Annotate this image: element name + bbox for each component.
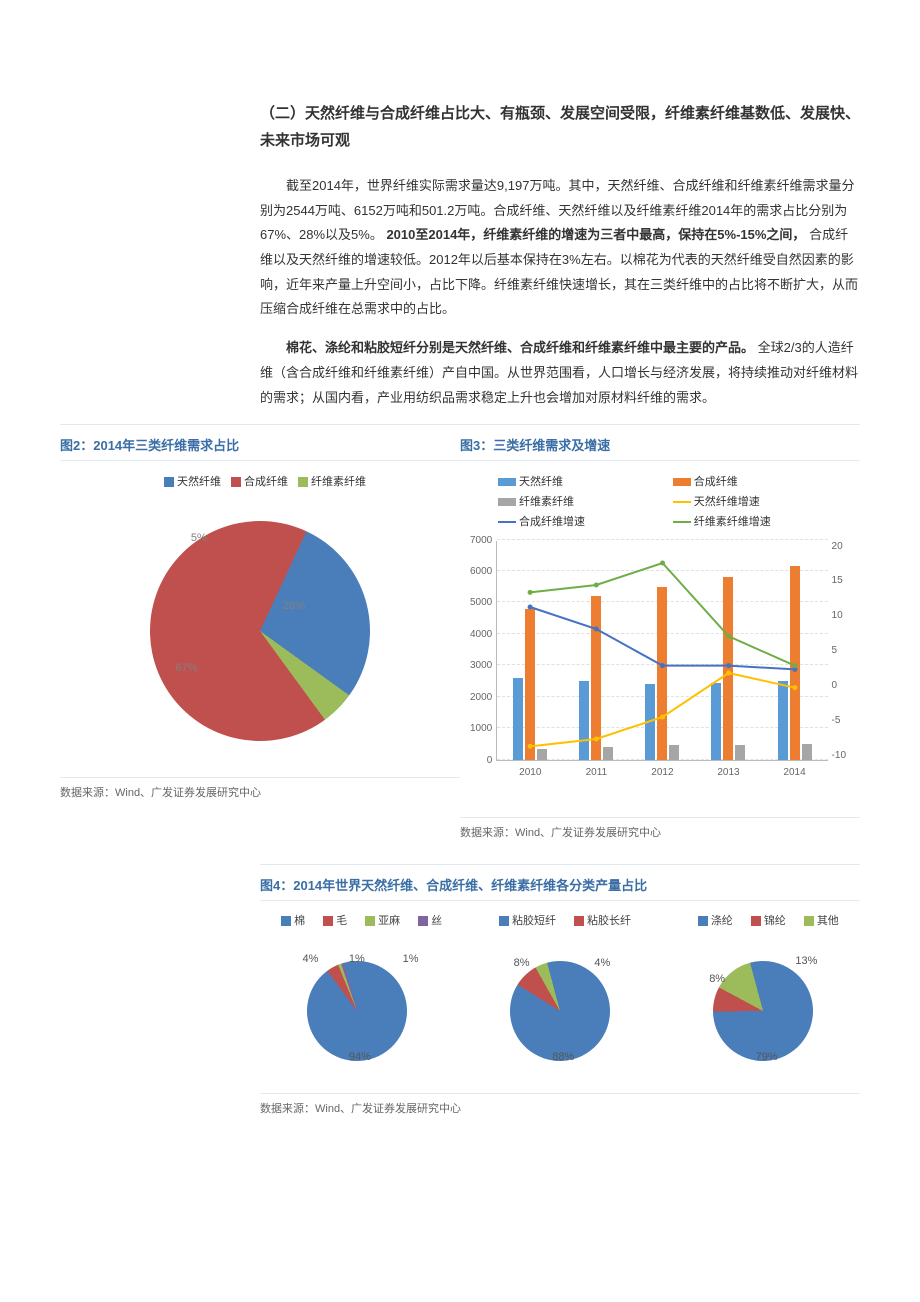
chart2-label-2: 5% (191, 532, 207, 544)
chart4-pie-label: 4% (303, 953, 319, 965)
chart4-pie-label: 88% (552, 1051, 574, 1063)
chart3-source: 数据来源：Wind、广发证券发展研究中心 (460, 817, 860, 840)
chart2-legend: 天然纤维合成纤维纤维素纤维 (68, 473, 452, 493)
chart2-label-1: 67% (176, 662, 198, 674)
chart3-yaxis-right: 20151050-5-10 (828, 541, 846, 761)
chart2-pie-wrap: 28% 67% 5% (68, 501, 452, 761)
chart3-legend-item: 合成纤维 (663, 473, 838, 493)
paragraph-2: 棉花、涤纶和粘胶短纤分别是天然纤维、合成纤维和纤维素纤维中最主要的产品。 全球2… (260, 336, 860, 410)
chart4-title: 图4：2014年世界天然纤维、合成纤维、纤维素纤维各分类产量占比 (260, 871, 860, 901)
chart4-pie-label: 1% (349, 953, 365, 965)
chart4-legend: 粘胶短纤粘胶长纤 (463, 913, 656, 947)
chart2-legend-item: 天然纤维 (154, 476, 221, 488)
chart4-pie-label: 4% (594, 957, 610, 969)
chart4-legend: 涤纶锦纶其他 (667, 913, 860, 947)
chart3-column: 图3：三类纤维需求及增速 天然纤维合成纤维纤维素纤维天然纤维增速合成纤维增速纤维… (460, 425, 860, 839)
chart3-legend: 天然纤维合成纤维纤维素纤维天然纤维增速合成纤维增速纤维素纤维增速 (468, 473, 852, 532)
chart2-pie (150, 521, 370, 741)
chart3-title: 图3：三类纤维需求及增速 (460, 431, 860, 461)
chart2-body: 天然纤维合成纤维纤维素纤维 28% 67% 5% (60, 461, 460, 771)
paragraph-1: 截至2014年，世界纤维实际需求量达9,197万吨。其中，天然纤维、合成纤维和纤… (260, 174, 860, 322)
chart4-block: 图4：2014年世界天然纤维、合成纤维、纤维素纤维各分类产量占比 棉毛亚麻丝 94… (260, 864, 860, 1116)
para2-part-a-bold: 棉花、涤纶和粘胶短纤分别是天然纤维、合成纤维和纤维素纤维中最主要的产品。 (286, 340, 754, 355)
chart3-legend-item: 天然纤维增速 (663, 493, 838, 513)
chart3-plot: 20102011201220132014 (496, 541, 827, 761)
chart2-source: 数据来源：Wind、广发证券发展研究中心 (60, 777, 460, 800)
chart2-legend-item: 合成纤维 (221, 476, 288, 488)
charts-row-2-3: 图2：2014年三类纤维需求占比 天然纤维合成纤维纤维素纤维 28% 67% 5… (60, 424, 860, 839)
chart3-legend-item: 纤维素纤维增速 (663, 513, 838, 533)
chart2-label-0: 28% (283, 600, 305, 612)
para1-part-b-bold: 2010至2014年，纤维素纤维的增速为三者中最高，保持在5%-15%之间， (386, 227, 805, 242)
chart4-pies-row: 棉毛亚麻丝 94% 4% 1% 1% 粘胶短纤粘胶长纤 88% 8% 4% 涤纶锦纶其他 79% 8%… (260, 901, 860, 1087)
chart3-plot-wrap: 70006000500040003000200010000 2010201120… (468, 541, 852, 801)
chart4-pie-label: 94% (349, 1051, 371, 1063)
chart3-legend-item: 合成纤维增速 (488, 513, 663, 533)
chart4-pie-label: 79% (756, 1051, 778, 1063)
chart2-column: 图2：2014年三类纤维需求占比 天然纤维合成纤维纤维素纤维 28% 67% 5… (60, 425, 460, 839)
chart4-pie-label: 8% (709, 973, 725, 985)
chart3-yaxis-left: 70006000500040003000200010000 (470, 541, 496, 761)
section-title: （二）天然纤维与合成纤维占比大、有瓶颈、发展空间受限，纤维素纤维基数低、发展快、… (260, 100, 860, 154)
chart4-legend: 棉毛亚麻丝 (260, 913, 453, 947)
chart3-body: 天然纤维合成纤维纤维素纤维天然纤维增速合成纤维增速纤维素纤维增速 7000600… (460, 461, 860, 810)
chart4-pie-label: 1% (403, 953, 419, 965)
chart4-pie-col: 粘胶短纤粘胶长纤 88% 8% 4% (463, 913, 656, 1071)
chart2-legend-item: 纤维素纤维 (288, 476, 366, 488)
chart4-pie-label: 13% (795, 955, 817, 967)
chart4-pie-label: 8% (514, 957, 530, 969)
chart4-source: 数据来源：Wind、广发证券发展研究中心 (260, 1093, 860, 1116)
chart4-pie-col: 棉毛亚麻丝 94% 4% 1% 1% (260, 913, 453, 1071)
chart3-xaxis: 20102011201220132014 (497, 767, 827, 778)
chart2-title: 图2：2014年三类纤维需求占比 (60, 431, 460, 461)
chart3-legend-item: 纤维素纤维 (488, 493, 663, 513)
chart4-pie-col: 涤纶锦纶其他 79% 8% 13% (667, 913, 860, 1071)
chart3-legend-item: 天然纤维 (488, 473, 663, 493)
